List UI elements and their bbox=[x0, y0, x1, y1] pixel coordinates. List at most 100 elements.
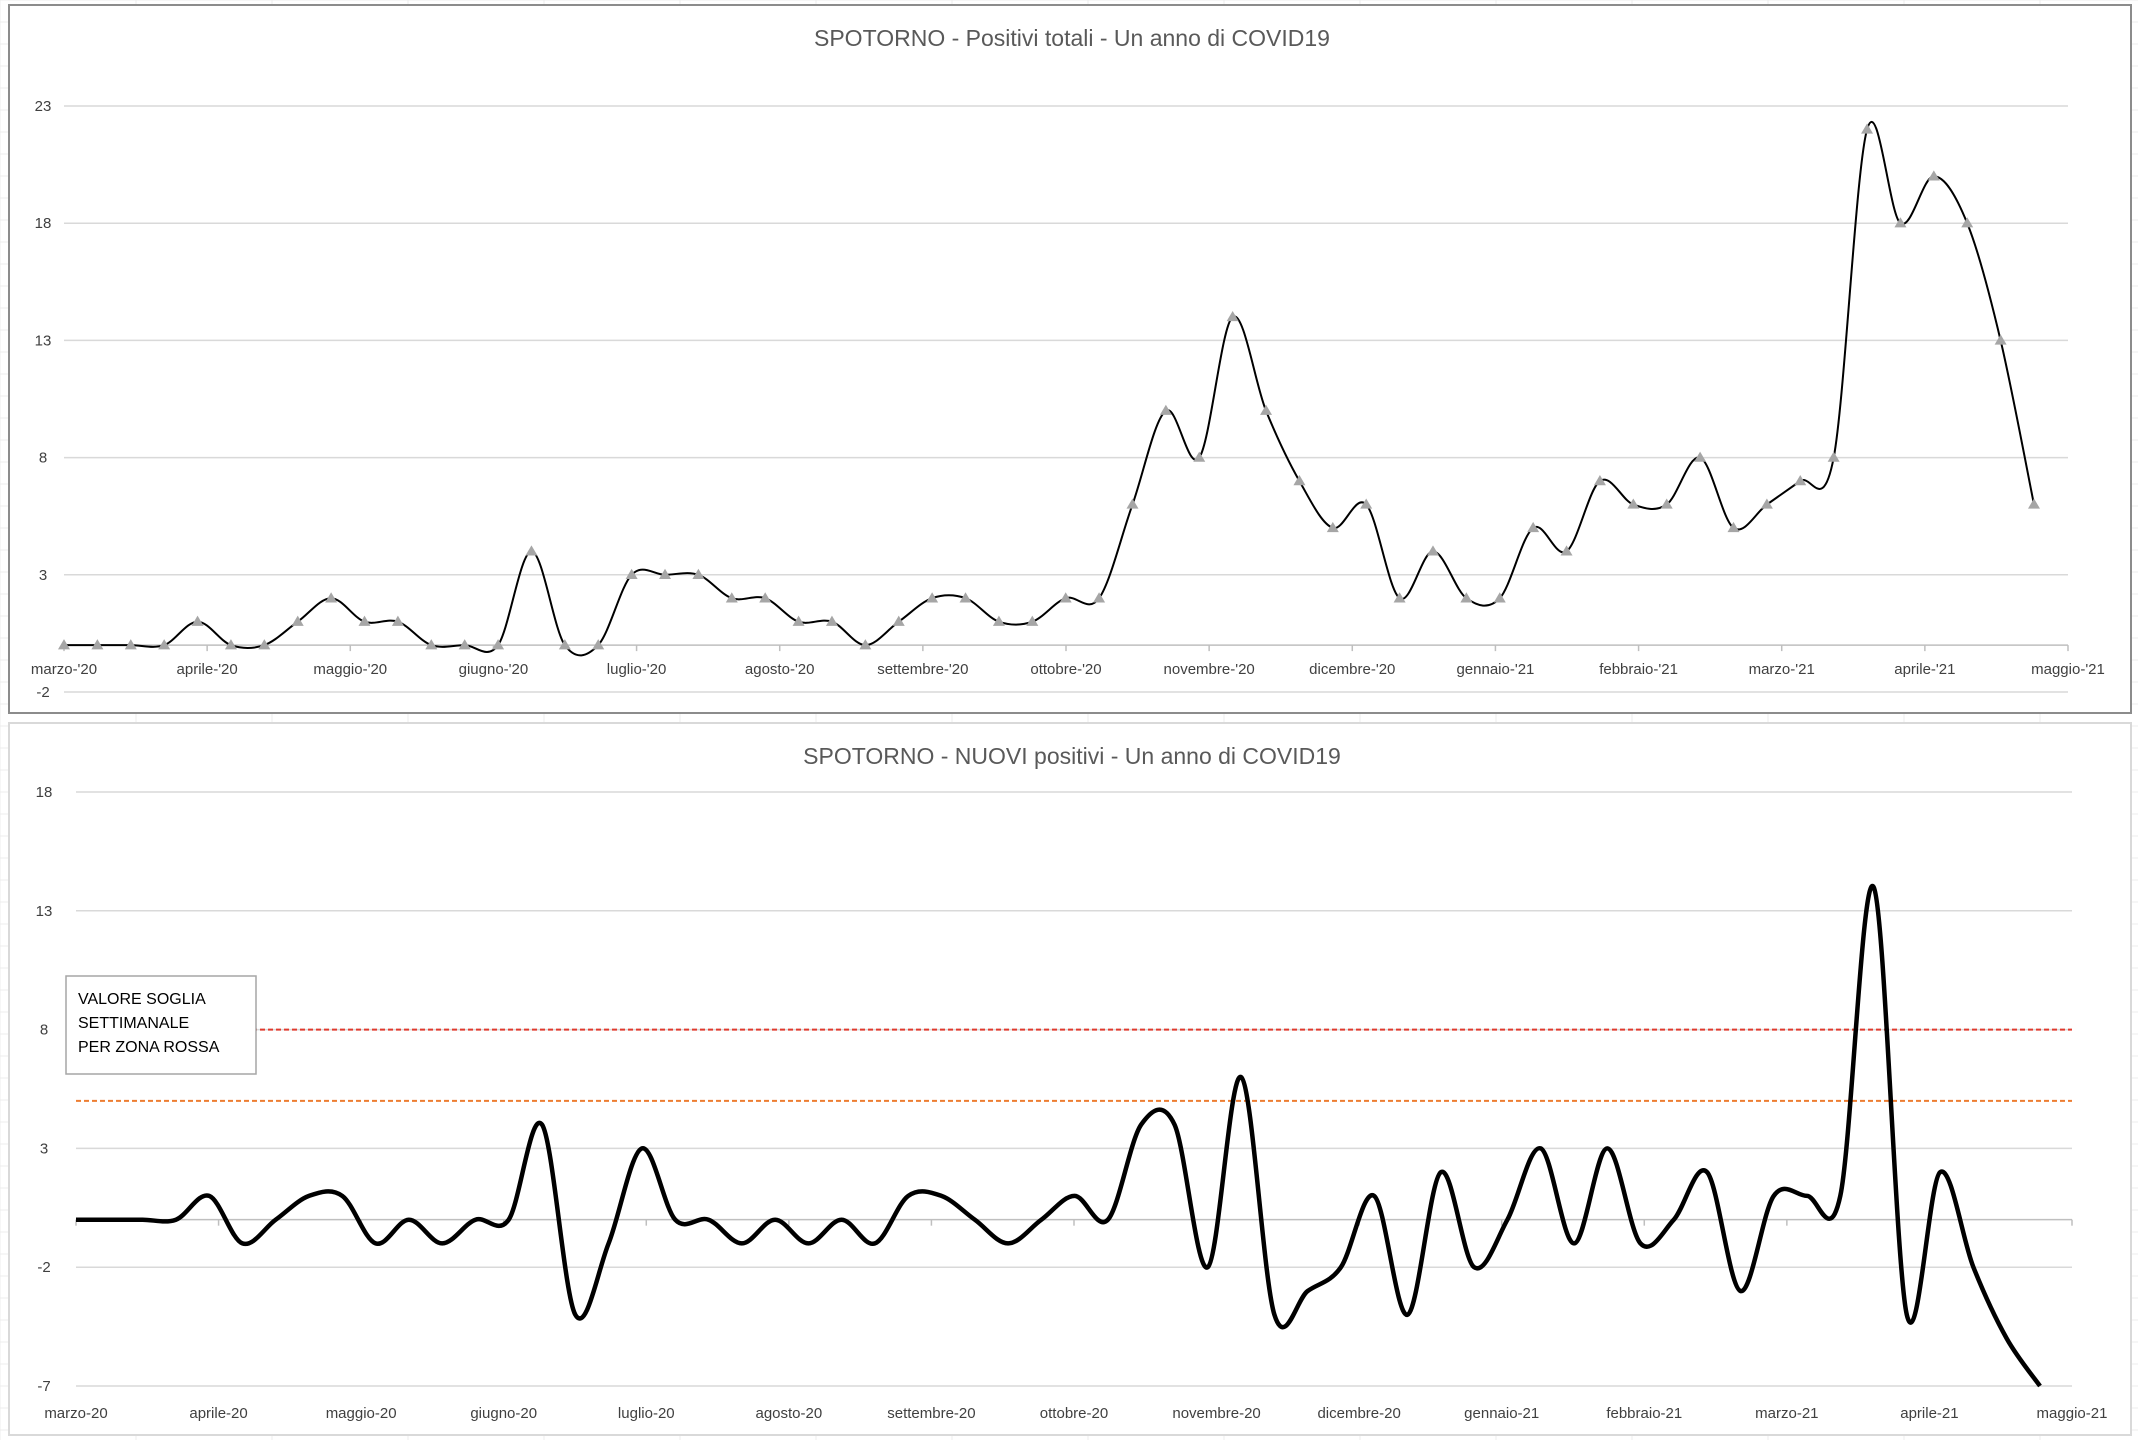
x-tick-label: luglio-20 bbox=[618, 1405, 675, 1422]
data-point-marker bbox=[1326, 521, 1339, 533]
data-point-marker bbox=[258, 639, 271, 650]
new-positives-plot: SPOTORNO - NUOVI positivi - Un anno di C… bbox=[36, 743, 2108, 1422]
x-tick-label: luglio-'20 bbox=[607, 661, 667, 678]
x-tick-label: settembre-'20 bbox=[877, 661, 968, 678]
data-point-marker bbox=[1460, 592, 1473, 603]
y-axis-tick-labels: 18 13 8 3 -2 -7 bbox=[36, 784, 53, 1395]
y-tick-label: -7 bbox=[37, 1378, 50, 1395]
data-point-marker bbox=[959, 592, 972, 603]
data-point-marker bbox=[825, 615, 838, 626]
x-tick-label: ottobre-'20 bbox=[1030, 661, 1101, 678]
y-axis-tick-labels: 23 18 13 8 3 -2 bbox=[35, 98, 52, 701]
data-point-marker bbox=[1861, 123, 1874, 134]
data-point-marker bbox=[1627, 498, 1640, 509]
x-tick-label: marzo-'21 bbox=[1749, 661, 1815, 678]
chart-title: SPOTORNO - Positivi totali - Un anno di … bbox=[814, 25, 1330, 51]
x-tick-label: giugno-20 bbox=[470, 1405, 537, 1422]
x-tick-label: aprile-20 bbox=[189, 1405, 247, 1422]
y-tick-label: 13 bbox=[36, 903, 53, 920]
data-point-marker bbox=[1126, 498, 1139, 509]
x-tick-label: maggio-21 bbox=[2037, 1405, 2108, 1422]
new-positives-series-line bbox=[75, 884, 2042, 1388]
data-point-marker bbox=[1660, 498, 1673, 509]
y-tick-label: 13 bbox=[35, 332, 52, 349]
data-point-marker bbox=[191, 615, 204, 626]
annotation-line-2: SETTIMANALE bbox=[78, 1015, 189, 1032]
data-point-marker bbox=[1927, 170, 1940, 181]
data-point-marker bbox=[1426, 545, 1439, 556]
data-point-marker bbox=[358, 615, 371, 626]
annotation-line-1: VALORE SOGLIA bbox=[78, 991, 206, 1008]
x-tick-label: novembre-'20 bbox=[1164, 661, 1255, 678]
y-tick-label: -2 bbox=[37, 1259, 50, 1276]
data-point-marker bbox=[291, 615, 304, 626]
data-point-marker bbox=[1360, 498, 1373, 509]
data-point-marker bbox=[1260, 404, 1273, 415]
annotation-line-3: PER ZONA ROSSA bbox=[78, 1039, 220, 1056]
data-point-marker bbox=[659, 568, 672, 579]
x-tick-label: maggio-'20 bbox=[313, 661, 387, 678]
data-point-marker bbox=[458, 639, 471, 650]
threshold-lines bbox=[76, 1028, 2072, 1102]
x-tick-label: agosto-'20 bbox=[745, 661, 815, 678]
x-tick-label: dicembre-20 bbox=[1317, 1405, 1400, 1422]
data-point-marker bbox=[1093, 592, 1106, 603]
data-point-marker bbox=[492, 639, 505, 650]
y-tick-label: 8 bbox=[39, 450, 47, 467]
data-point-marker bbox=[91, 639, 104, 650]
data-point-marker bbox=[1059, 592, 1072, 603]
data-point-marker bbox=[1894, 217, 1907, 228]
data-point-marker bbox=[592, 639, 605, 650]
threshold-annotation-box: VALORE SOGLIA SETTIMANALE PER ZONA ROSSA bbox=[65, 975, 257, 1075]
x-tick-label: gennaio-21 bbox=[1464, 1405, 1539, 1422]
new-positives-chart[interactable]: SPOTORNO - NUOVI positivi - Un anno di C… bbox=[8, 722, 2132, 1436]
data-point-marker bbox=[1527, 521, 1540, 533]
y-tick-label: 18 bbox=[35, 215, 52, 232]
data-point-marker bbox=[892, 615, 905, 626]
x-tick-label: aprile-'21 bbox=[1894, 661, 1955, 678]
data-point-marker bbox=[1493, 592, 1506, 603]
x-axis-tick-labels: marzo-20 aprile-20 maggio-20 giugno-20 lugli… bbox=[44, 1405, 2107, 1422]
x-tick-label: marzo-21 bbox=[1755, 1405, 1818, 1422]
y-tick-label: 3 bbox=[39, 567, 47, 584]
x-tick-label: dicembre-'20 bbox=[1309, 661, 1395, 678]
data-point-marker bbox=[1994, 334, 2007, 345]
x-tick-label: agosto-20 bbox=[755, 1405, 822, 1422]
y-tick-label: 23 bbox=[35, 98, 52, 115]
x-tick-label: maggio-'21 bbox=[2031, 661, 2105, 678]
data-point-marker bbox=[224, 639, 237, 650]
x-tick-label: febbraio-'21 bbox=[1599, 661, 1678, 678]
x-axis-tick-labels: marzo-'20 aprile-'20 maggio-'20 giugno-'20 l… bbox=[31, 661, 2105, 678]
data-point-marker bbox=[1226, 310, 1239, 322]
data-point-marker bbox=[391, 615, 404, 626]
x-tick-label: marzo-'20 bbox=[31, 661, 97, 678]
x-tick-label: giugno-'20 bbox=[459, 661, 529, 678]
data-point-marker bbox=[1727, 521, 1740, 533]
data-point-marker bbox=[859, 639, 872, 650]
x-tick-label: marzo-20 bbox=[44, 1405, 107, 1422]
y-tick-label: -2 bbox=[36, 684, 49, 701]
data-point-marker bbox=[1026, 615, 1039, 626]
data-point-marker bbox=[1560, 545, 1573, 556]
data-point-marker bbox=[58, 639, 70, 650]
data-point-marker bbox=[725, 592, 738, 603]
total-positives-chart[interactable]: SPOTORNO - Positivi totali - Un anno di … bbox=[8, 4, 2132, 714]
data-point-marker bbox=[692, 568, 705, 579]
annotation-frame bbox=[65, 975, 257, 1075]
total-positives-plot: SPOTORNO - Positivi totali - Un anno di … bbox=[31, 25, 2105, 701]
data-point-marker bbox=[792, 615, 805, 626]
x-tick-label: settembre-20 bbox=[887, 1405, 975, 1422]
chart-title: SPOTORNO - NUOVI positivi - Un anno di C… bbox=[803, 743, 1341, 769]
data-point-marker bbox=[992, 615, 1005, 626]
data-point-marker bbox=[158, 639, 171, 650]
x-tick-label: aprile-'20 bbox=[177, 661, 238, 678]
data-point-marker bbox=[1393, 592, 1406, 603]
x-tick-label: aprile-21 bbox=[1900, 1405, 1958, 1422]
y-tick-label: 8 bbox=[40, 1022, 48, 1039]
data-point-marker bbox=[425, 639, 438, 650]
total-positives-gridlines bbox=[63, 105, 2069, 693]
y-tick-label: 3 bbox=[40, 1140, 48, 1157]
data-point-marker bbox=[1694, 451, 1707, 462]
data-point-marker bbox=[926, 592, 939, 603]
data-point-marker bbox=[2028, 498, 2040, 509]
